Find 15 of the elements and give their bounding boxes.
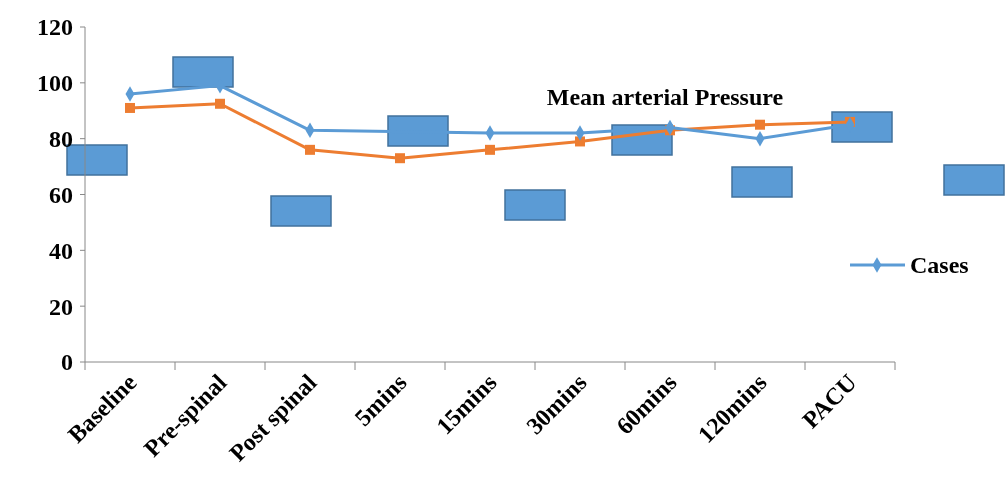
point xyxy=(305,144,315,155)
point xyxy=(215,98,225,109)
legend-label: Cases xyxy=(910,252,969,279)
point xyxy=(395,153,405,164)
y-tick-label: 40 xyxy=(49,237,73,264)
point xyxy=(125,102,135,113)
y-tick-label: 20 xyxy=(49,293,73,320)
text: Mean arterial Pressure xyxy=(546,84,784,110)
y-tick-label: 120 xyxy=(37,14,73,41)
y-tick-label: 60 xyxy=(49,181,73,208)
point xyxy=(485,144,495,155)
y-tick-label: 80 xyxy=(49,126,73,153)
point xyxy=(755,119,765,130)
y-tick-label: 0 xyxy=(61,349,73,376)
y-tick-label: 100 xyxy=(37,70,73,97)
